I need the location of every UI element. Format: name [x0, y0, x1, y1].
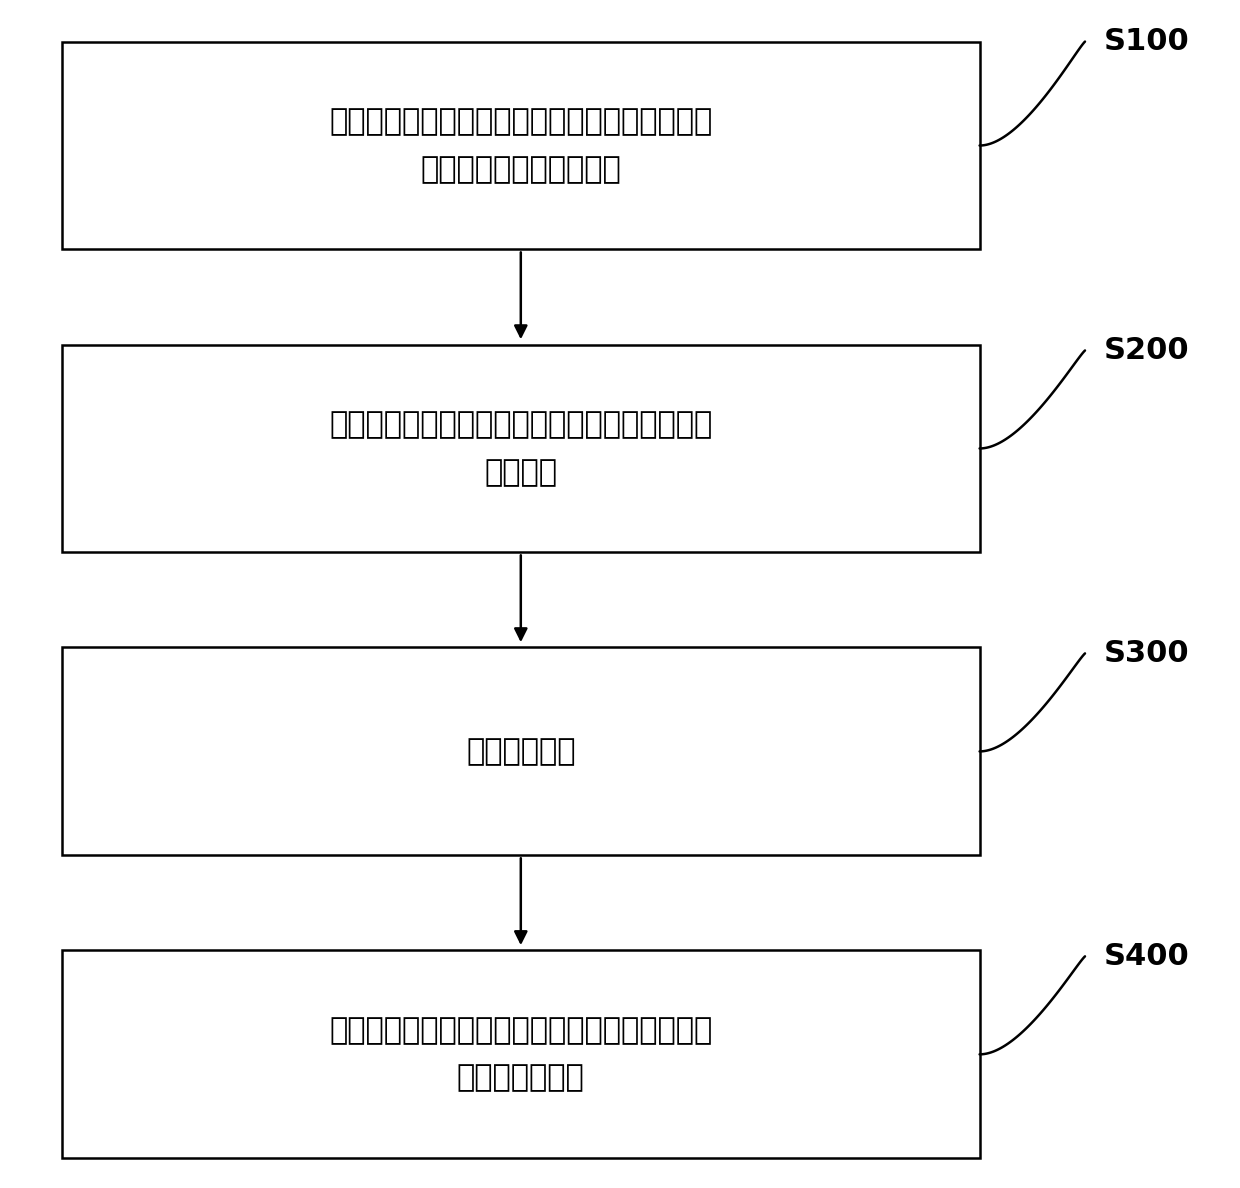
Text: 分装混合溶液: 分装混合溶液 [466, 737, 575, 766]
Text: S100: S100 [1104, 27, 1189, 56]
Text: S400: S400 [1104, 942, 1189, 971]
Text: 向通过前述的制备方法获得的聚左旋乳酸微粒中
加入辅料，获得混合物料: 向通过前述的制备方法获得的聚左旋乳酸微粒中 加入辅料，获得混合物料 [329, 107, 713, 184]
Text: 将分装后的混合溶液冻干后封装灭菌，获得可注
射软组织填充剂: 将分装后的混合溶液冻干后封装灭菌，获得可注 射软组织填充剂 [329, 1016, 713, 1093]
Text: S300: S300 [1104, 639, 1189, 668]
FancyBboxPatch shape [62, 950, 980, 1158]
Text: S200: S200 [1104, 336, 1189, 365]
FancyBboxPatch shape [62, 42, 980, 249]
FancyBboxPatch shape [62, 647, 980, 855]
FancyBboxPatch shape [62, 345, 980, 552]
Text: 向混合物料中加入超纯水，搅拌混合均匀，获得
混合溶液: 向混合物料中加入超纯水，搅拌混合均匀，获得 混合溶液 [329, 410, 713, 487]
